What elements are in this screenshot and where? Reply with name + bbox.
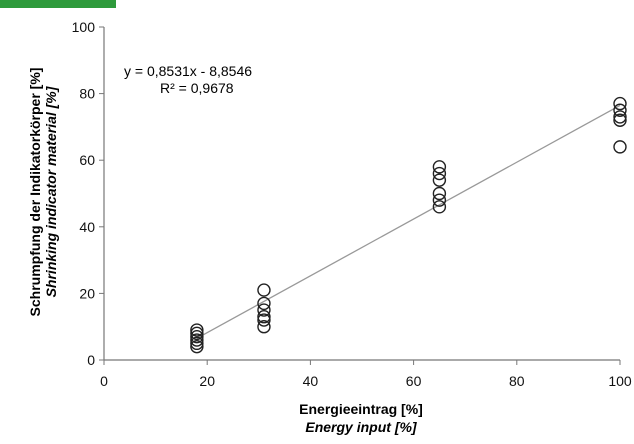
data-point bbox=[432, 173, 447, 187]
data-point bbox=[613, 113, 627, 127]
data-point bbox=[190, 323, 204, 337]
axes: 0 20 40 60 80 100 0 20 40 60 80 100 bbox=[72, 19, 632, 389]
data-point bbox=[190, 339, 204, 354]
trendline-group bbox=[196, 104, 621, 339]
trendline-r-squared: R² = 0,9678 bbox=[160, 80, 234, 96]
x-tick-label: 40 bbox=[303, 373, 319, 389]
data-point bbox=[432, 186, 447, 201]
data-points bbox=[190, 96, 627, 354]
data-point bbox=[613, 110, 627, 124]
x-tick-label: 80 bbox=[509, 373, 525, 389]
y-tick-label: 0 bbox=[87, 352, 95, 368]
x-tick-label: 20 bbox=[199, 373, 215, 389]
x-tick-label: 100 bbox=[608, 373, 632, 389]
data-point bbox=[257, 296, 271, 311]
data-point bbox=[190, 329, 204, 344]
trendline bbox=[196, 104, 621, 339]
data-point bbox=[613, 103, 627, 117]
data-point bbox=[432, 200, 447, 214]
data-point bbox=[257, 283, 271, 297]
data-point bbox=[257, 313, 271, 327]
data-point bbox=[613, 140, 627, 154]
x-tick-label: 0 bbox=[100, 373, 108, 389]
data-point bbox=[190, 326, 204, 341]
y-tick-label: 20 bbox=[79, 285, 95, 301]
x-tick-label: 60 bbox=[406, 373, 422, 389]
y-tick-label: 80 bbox=[79, 86, 95, 102]
labels: y = 0,8531x - 8,8546 R² = 0,9678 Energie… bbox=[27, 63, 423, 435]
data-point bbox=[257, 303, 271, 317]
accent-bar bbox=[0, 0, 116, 8]
y-tick-label: 40 bbox=[79, 219, 95, 235]
trendline-equation: y = 0,8531x - 8,8546 bbox=[124, 63, 252, 79]
y-axis-label-en: Shrinking indicator material [%] bbox=[43, 85, 59, 297]
y-axis-label: Schrumpfung der Indikatorkörper [%] bbox=[27, 68, 43, 317]
data-point bbox=[257, 310, 271, 324]
data-point bbox=[190, 336, 204, 351]
data-point bbox=[432, 166, 447, 181]
data-point bbox=[432, 193, 447, 207]
data-point bbox=[432, 160, 447, 174]
data-point bbox=[613, 96, 627, 111]
data-point bbox=[257, 320, 271, 334]
y-tick-label: 60 bbox=[79, 152, 95, 168]
x-axis-label-en: Energy input [%] bbox=[305, 419, 418, 435]
data-point bbox=[190, 333, 204, 347]
x-axis-label: Energieeintrag [%] bbox=[299, 401, 423, 417]
y-tick-label: 100 bbox=[72, 19, 96, 35]
